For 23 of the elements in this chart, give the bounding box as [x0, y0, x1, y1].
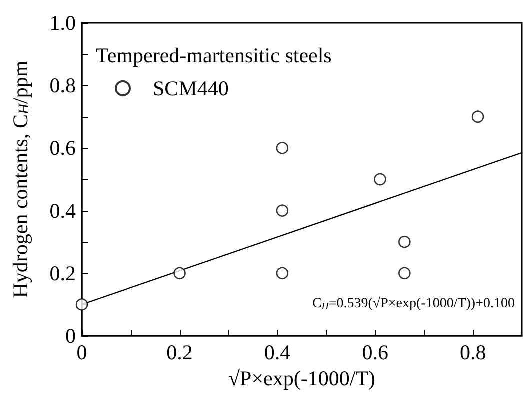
point [276, 142, 289, 154]
point [276, 267, 289, 280]
point [174, 267, 186, 280]
y-tick-label: 0.8 [50, 74, 76, 98]
point [398, 267, 411, 280]
point [472, 110, 484, 124]
y-tick-label: 1.0 [50, 11, 76, 35]
y-tick-label: 0.6 [50, 136, 76, 160]
y-tick-label: 0.4 [50, 198, 76, 223]
y-tick-label: 0 [66, 324, 76, 348]
y-tick-label: 0.2 [50, 261, 76, 286]
x-tick-label: 0.8 [460, 340, 486, 364]
x-tick-label: 0.6 [362, 340, 388, 364]
point [276, 204, 289, 217]
legend-title: Tempered-martensitic steels [96, 44, 332, 68]
point [76, 298, 88, 311]
x-tick-label: 0.4 [264, 340, 292, 364]
point [398, 236, 411, 248]
point [374, 173, 386, 186]
legend-label: SCM440 [153, 76, 229, 100]
x-axis-title: √P×exp(-1000/T) [228, 366, 376, 390]
x-tick-label: 0.2 [166, 340, 193, 364]
y-axis-title: Hydrogen contents, CH/ppm [8, 60, 32, 298]
